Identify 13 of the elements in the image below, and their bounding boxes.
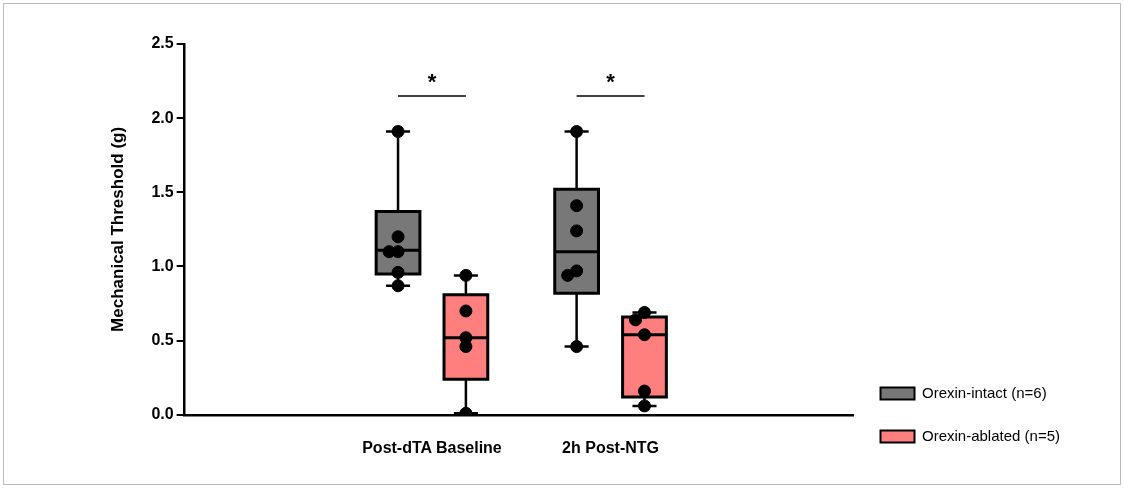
legend-label: Orexin-ablated (n=5) <box>922 426 1061 444</box>
y-tick-label: 0.0 <box>151 405 174 423</box>
y-tick-label: 0.5 <box>151 331 174 349</box>
y-tick-label: 2.5 <box>151 34 174 52</box>
annotation: * <box>427 68 437 94</box>
y-tick-label: 1.0 <box>151 256 174 274</box>
annotation: * <box>606 68 616 94</box>
y-axis-title: Mechanical Threshold (g) <box>107 126 127 332</box>
y-tick-label: 1.5 <box>151 182 174 200</box>
y-tick-label: 2.0 <box>151 108 174 126</box>
x-tick-label: Post-dTA Baseline <box>362 438 502 456</box>
x-tick-label: 2h Post-NTG <box>562 438 659 456</box>
legend-label: Orexin-intact (n=6) <box>922 383 1047 401</box>
